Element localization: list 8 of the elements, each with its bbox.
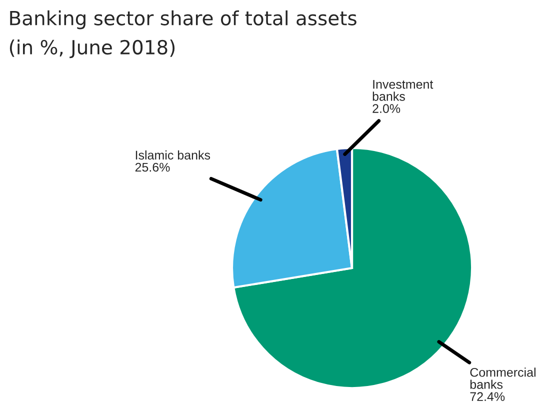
slice-label: Commercial banks (470, 368, 536, 389)
data-label: 25.6% (135, 162, 170, 172)
data-label: 72.4% (470, 392, 505, 401)
slice-label: Investment banks (372, 80, 434, 101)
slice-label: Islamic banks (136, 150, 210, 160)
chart-title: Banking sector share of total assets (10, 10, 356, 30)
data-label: 2.0% (372, 104, 400, 113)
chart-subtitle: (in %, June 2018) (10, 40, 175, 58)
